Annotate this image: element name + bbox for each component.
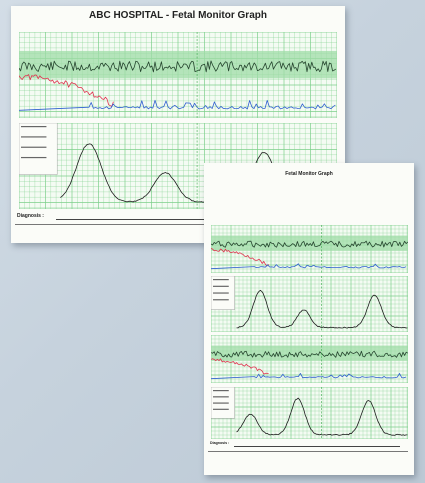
patient-info-line (213, 285, 229, 287)
oxygen-saturation-trace (211, 373, 407, 380)
heart-rate-chart (211, 225, 408, 273)
maternal-heart-rate-trace (211, 358, 269, 375)
heart-rate-chart (211, 335, 408, 383)
patient-info-line (213, 408, 229, 410)
diagnosis-label: Diagnosis : (210, 441, 230, 445)
normal-range-band (211, 235, 408, 251)
diagnosis-line (56, 219, 306, 220)
patient-info-line (21, 146, 47, 148)
patient-info-line (21, 126, 47, 128)
fetal-heart-rate-trace (19, 60, 337, 73)
patient-info-box (19, 123, 58, 175)
uterine-contraction-trace (236, 397, 408, 436)
report-title: ABC HOSPITAL - Fetal Monitor Graph (89, 10, 267, 21)
maternal-heart-rate-trace (19, 74, 114, 107)
heart-rate-chart (19, 32, 337, 118)
patient-info-line (213, 279, 229, 281)
oxygen-saturation-trace (211, 263, 407, 270)
fetal-monitor-report-back: Fetal Monitor Graph Diagnosis : (204, 163, 414, 475)
patient-info-line (213, 292, 229, 294)
patient-info-line (21, 156, 47, 159)
patient-info-line (213, 396, 229, 398)
patient-info-line (213, 299, 229, 301)
maternal-heart-rate-trace (211, 248, 269, 267)
oxygen-saturation-trace (19, 99, 336, 111)
footer-divider (15, 224, 341, 225)
uterine-contraction-chart (211, 387, 408, 439)
patient-info-line (213, 390, 229, 392)
fetal-heart-rate-trace (211, 240, 408, 248)
normal-range-band (211, 345, 408, 361)
fetal-heart-rate-trace (211, 350, 408, 358)
diagnosis-line (234, 446, 400, 447)
footer-divider (208, 451, 408, 452)
diagnosis-label: Diagnosis : (17, 213, 44, 219)
uterine-contraction-chart (211, 276, 408, 332)
chart-frame (211, 387, 408, 439)
report-title: Fetal Monitor Graph (285, 171, 333, 177)
patient-info-line (21, 136, 47, 138)
patient-info-line (213, 402, 229, 404)
uterine-contraction-trace (236, 289, 408, 329)
